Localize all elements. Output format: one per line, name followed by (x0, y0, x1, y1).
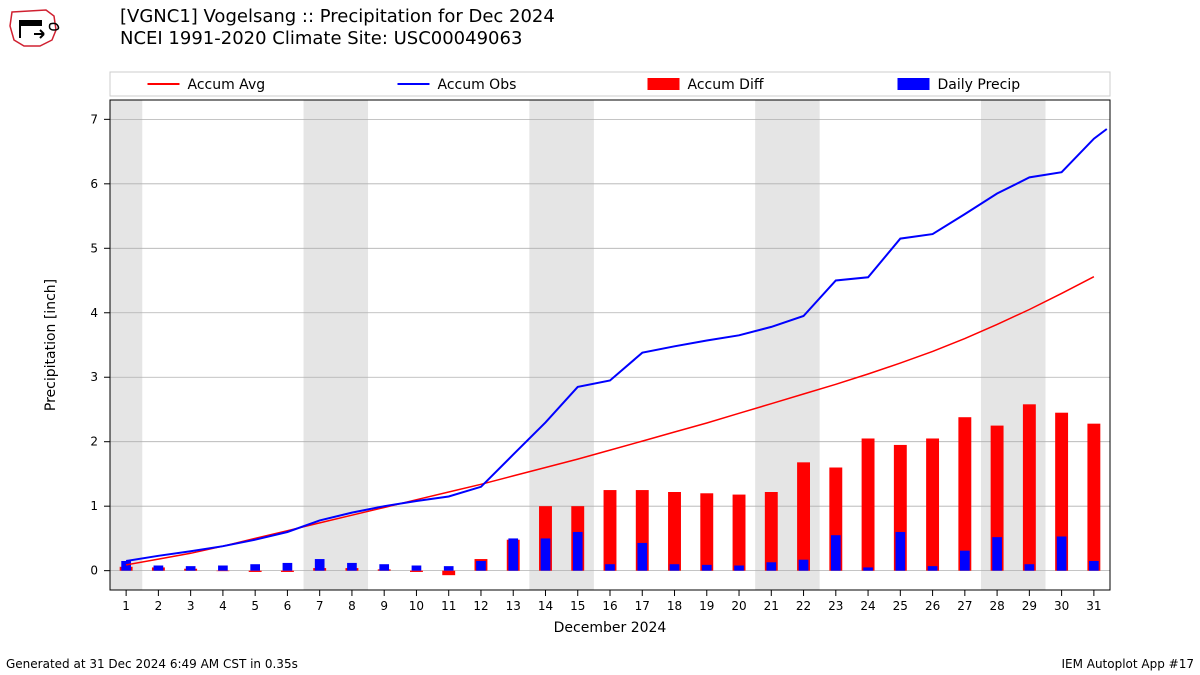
svg-text:10: 10 (409, 599, 424, 613)
svg-text:2: 2 (90, 435, 98, 449)
svg-text:6: 6 (90, 177, 98, 191)
svg-text:22: 22 (796, 599, 811, 613)
svg-text:Precipitation [inch]: Precipitation [inch] (43, 279, 59, 411)
svg-text:27: 27 (957, 599, 972, 613)
svg-text:29: 29 (1022, 599, 1037, 613)
chart-title: [VGNC1] Vogelsang :: Precipitation for D… (120, 6, 555, 50)
svg-text:25: 25 (893, 599, 908, 613)
svg-text:30: 30 (1054, 599, 1069, 613)
svg-text:28: 28 (989, 599, 1004, 613)
generated-timestamp: Generated at 31 Dec 2024 6:49 AM CST in … (6, 657, 298, 671)
svg-text:26: 26 (925, 599, 940, 613)
svg-text:18: 18 (667, 599, 682, 613)
title-line-2: NCEI 1991-2020 Climate Site: USC00049063 (120, 28, 555, 50)
svg-text:24: 24 (860, 599, 875, 613)
svg-text:3: 3 (187, 599, 195, 613)
svg-text:1: 1 (90, 499, 98, 513)
svg-text:14: 14 (538, 599, 553, 613)
svg-text:17: 17 (635, 599, 650, 613)
svg-text:8: 8 (348, 599, 356, 613)
svg-text:1: 1 (122, 599, 130, 613)
svg-text:23: 23 (828, 599, 843, 613)
svg-text:7: 7 (90, 112, 98, 126)
iem-logo (6, 6, 68, 52)
title-line-1: [VGNC1] Vogelsang :: Precipitation for D… (120, 6, 555, 28)
svg-text:11: 11 (441, 599, 456, 613)
precipitation-chart: 0123456712345678910111213141516171819202… (0, 60, 1200, 640)
svg-text:21: 21 (764, 599, 779, 613)
svg-text:5: 5 (251, 599, 259, 613)
svg-text:0: 0 (90, 564, 98, 578)
svg-text:15: 15 (570, 599, 585, 613)
svg-text:12: 12 (473, 599, 488, 613)
svg-text:3: 3 (90, 370, 98, 384)
svg-text:13: 13 (506, 599, 521, 613)
svg-text:Daily Precip: Daily Precip (938, 77, 1021, 93)
svg-text:20: 20 (731, 599, 746, 613)
svg-text:9: 9 (380, 599, 388, 613)
svg-text:5: 5 (90, 241, 98, 255)
svg-text:Accum Obs: Accum Obs (438, 77, 517, 93)
svg-text:7: 7 (316, 599, 324, 613)
svg-text:December 2024: December 2024 (554, 620, 667, 636)
svg-text:31: 31 (1086, 599, 1101, 613)
svg-text:Accum Avg: Accum Avg (188, 77, 266, 93)
svg-text:4: 4 (90, 306, 98, 320)
svg-text:19: 19 (699, 599, 714, 613)
svg-text:2: 2 (155, 599, 163, 613)
svg-text:16: 16 (602, 599, 617, 613)
svg-text:Accum Diff: Accum Diff (688, 77, 764, 93)
svg-text:4: 4 (219, 599, 227, 613)
app-credit: IEM Autoplot App #17 (1061, 657, 1194, 671)
svg-text:6: 6 (284, 599, 292, 613)
